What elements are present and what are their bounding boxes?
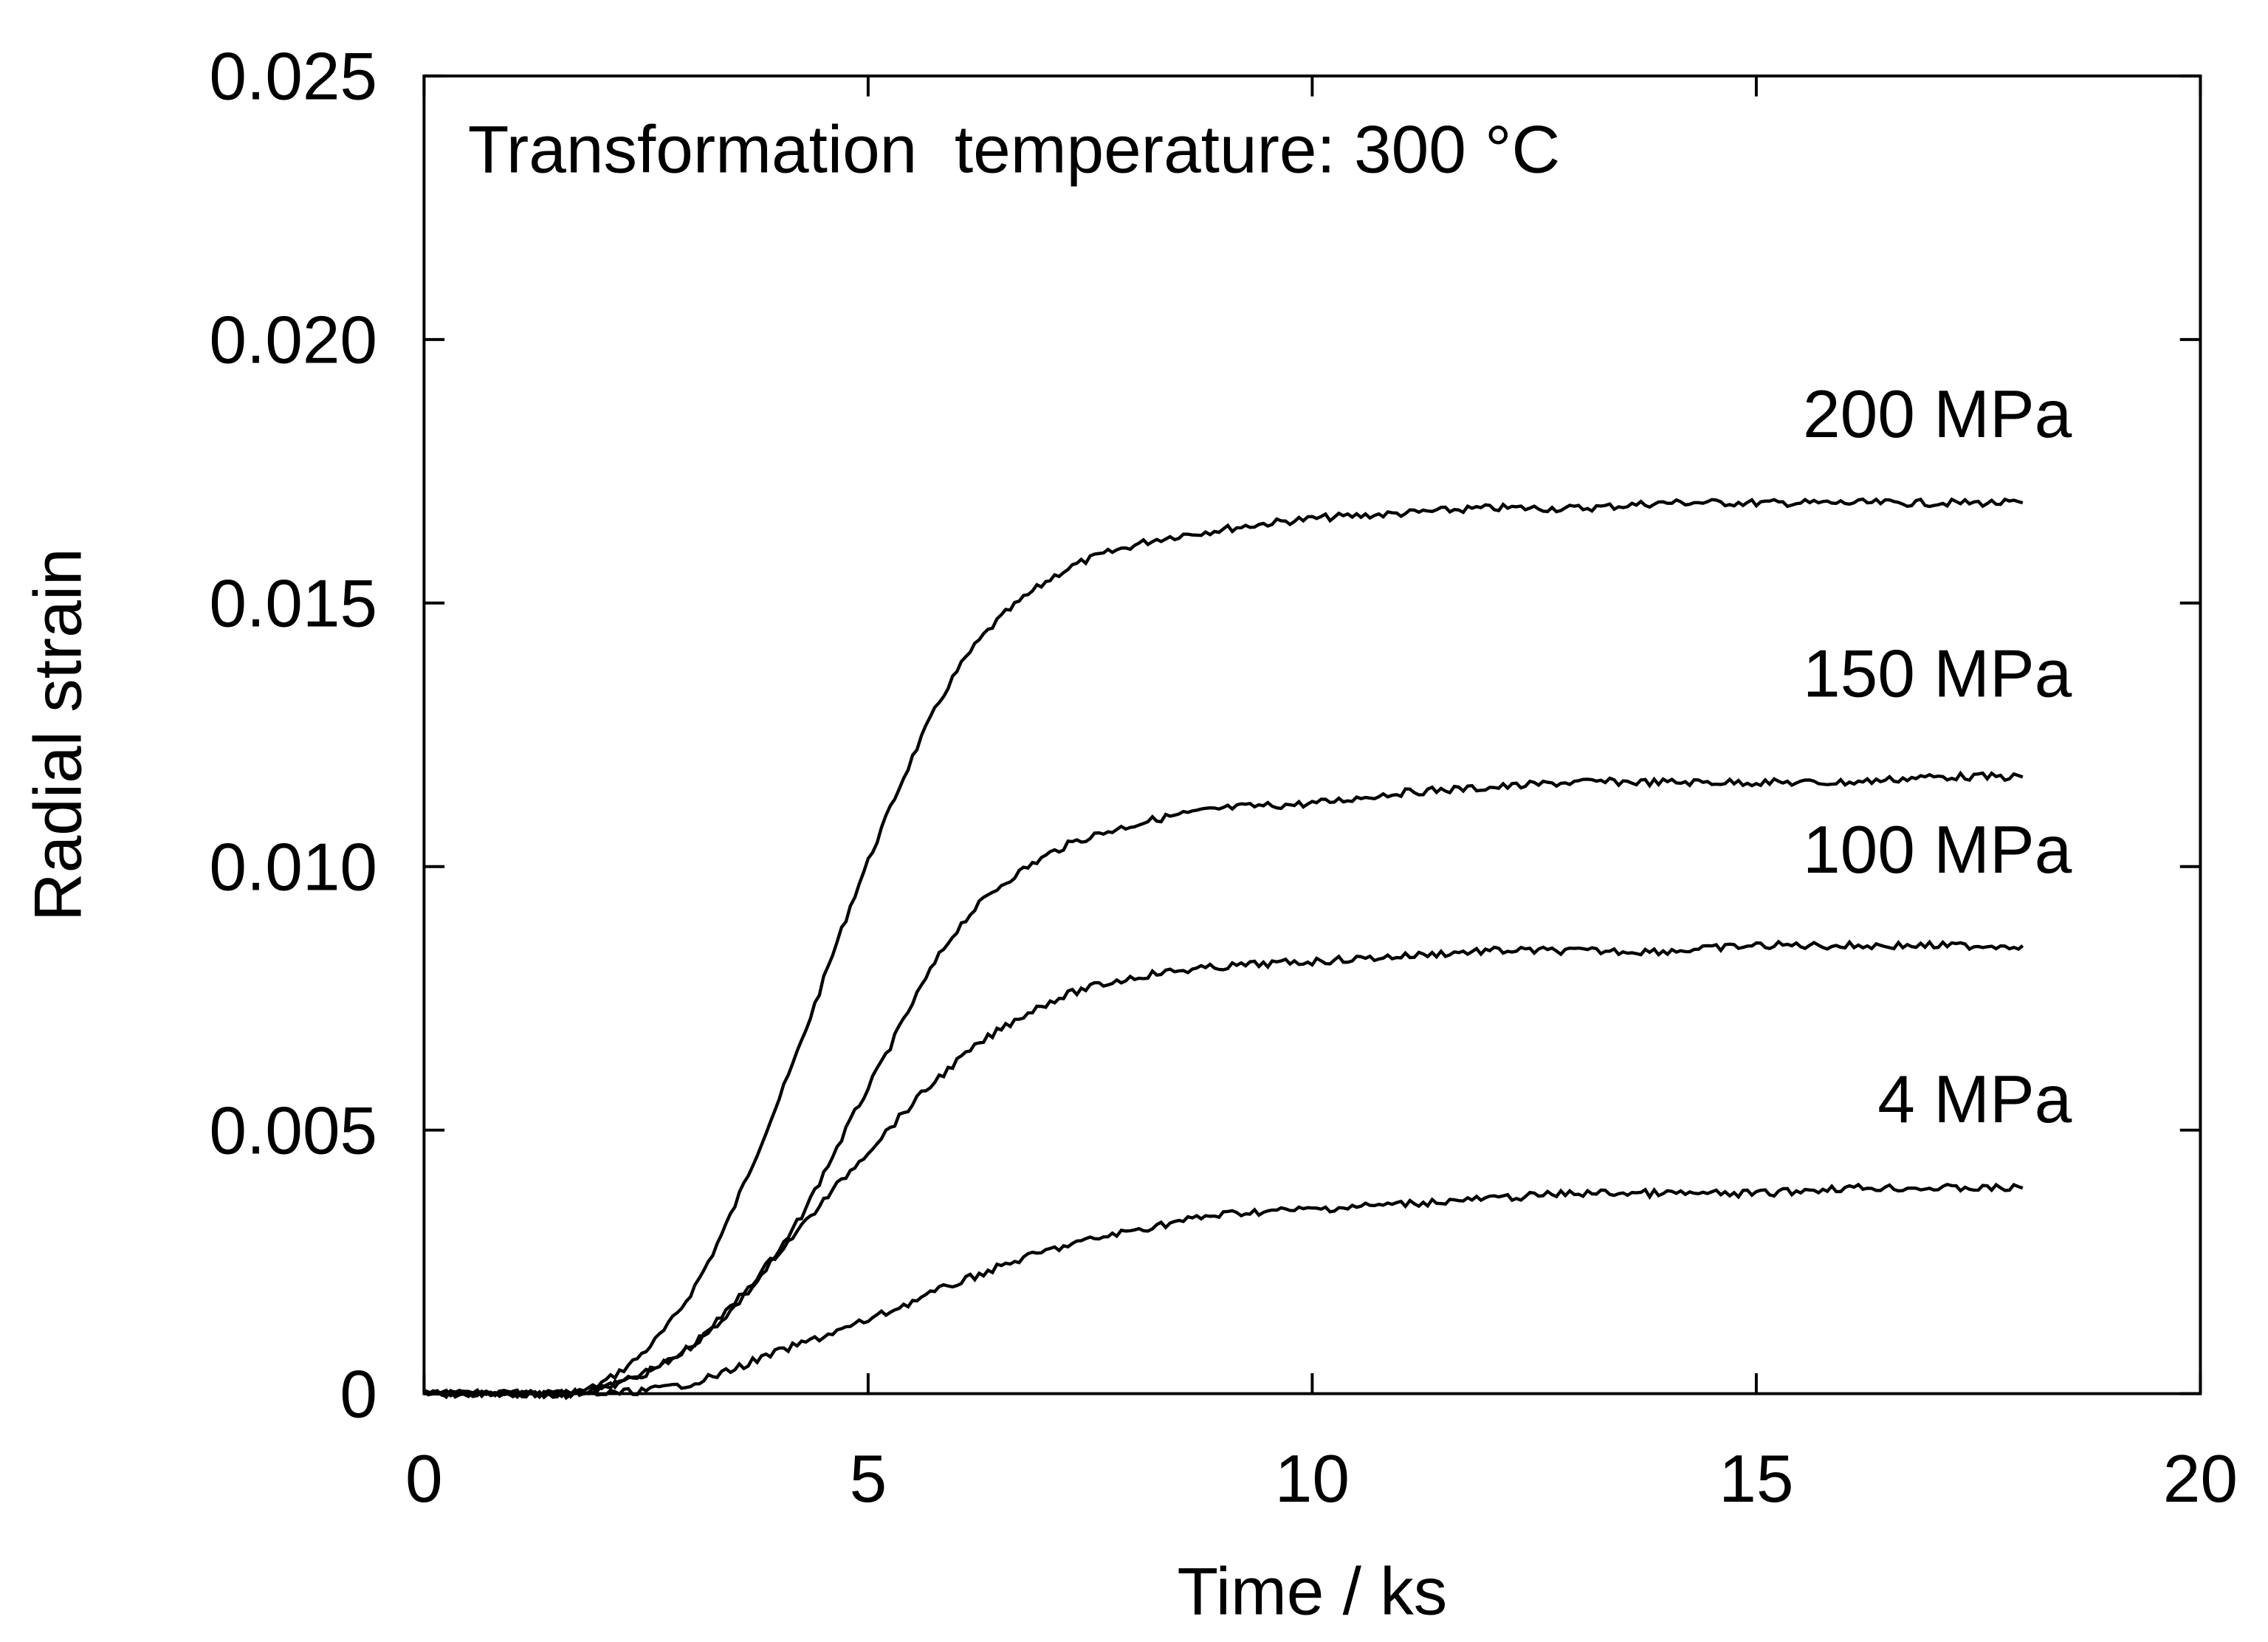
- y-tick-label: 0.015: [209, 566, 377, 641]
- series-label: 100 MPa: [1803, 813, 2072, 887]
- series-label: 4 MPa: [1877, 1062, 2072, 1137]
- y-tick-label: 0.020: [209, 303, 377, 377]
- y-tick-label: 0: [340, 1357, 377, 1432]
- series-line-100-mpa: [423, 939, 2024, 1400]
- x-tick-label: 10: [1275, 1442, 1350, 1516]
- y-axis-label: Radial strain: [21, 548, 95, 921]
- y-tick-label: 0.005: [209, 1093, 377, 1168]
- x-tick-label: 0: [405, 1442, 443, 1516]
- x-tick-label: 20: [2163, 1442, 2238, 1516]
- y-tick-label: 0.010: [209, 830, 377, 904]
- series-line-200-mpa: [424, 497, 2024, 1400]
- series-label: 200 MPa: [1803, 377, 2072, 452]
- series-line-150-mpa: [423, 770, 2024, 1400]
- series-label: 150 MPa: [1803, 637, 2072, 712]
- plot-frame: [422, 74, 2202, 1395]
- x-tick-label: 15: [1719, 1442, 1793, 1516]
- y-tick-label: 0.025: [209, 40, 377, 114]
- x-tick-label: 5: [850, 1442, 887, 1516]
- annotation: Transformation temperature: 300 °C: [468, 112, 1561, 187]
- x-axis-label: Time / ks: [1178, 1554, 1448, 1629]
- series-line-4-mpa: [423, 1182, 2024, 1401]
